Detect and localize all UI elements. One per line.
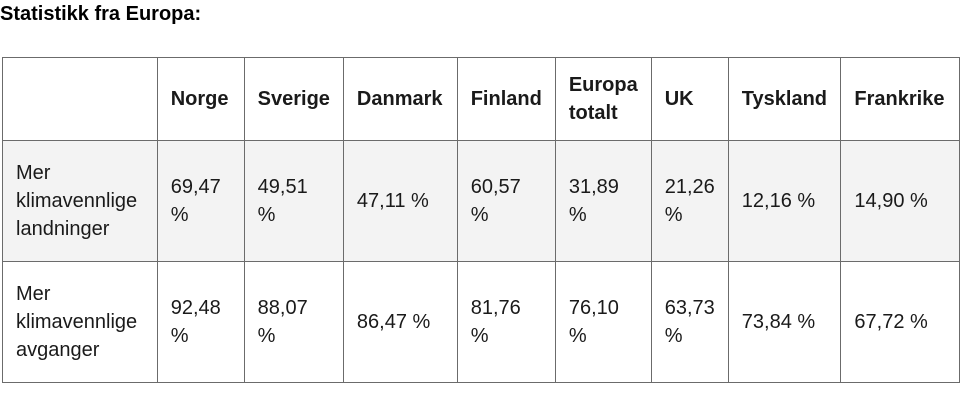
table-cell: 49,51 % [243,140,344,262]
table-cell: 86,47 % [342,261,458,383]
table-cell: 69,47 % [156,140,245,262]
col-header-empty [2,57,158,141]
col-header-sverige: Sverige [243,57,344,141]
table-cell: 76,10 % [554,261,652,383]
table-cell: 73,84 % [727,261,842,383]
page-title: Statistikk fra Europa: [0,3,202,25]
table-header-row: Norge Sverige Danmark Finland Europa tot… [2,57,960,141]
table-cell: 81,76 % [456,261,556,383]
statistics-table: Norge Sverige Danmark Finland Europa tot… [2,57,960,383]
table-row-avganger: Mer klimavennlige avganger 92,48 % 88,07… [2,261,960,383]
table-cell: 88,07 % [243,261,344,383]
col-header-finland: Finland [456,57,556,141]
col-header-uk: UK [650,57,729,141]
col-header-frankrike: Frankrike [840,57,960,141]
row-label: Mer klimavennlige avganger [2,261,158,383]
col-header-europa-totalt: Europa totalt [554,57,652,141]
row-label: Mer klimavennlige landninger [2,140,158,262]
col-header-danmark: Danmark [342,57,458,141]
table-cell: 47,11 % [342,140,458,262]
col-header-tyskland: Tyskland [727,57,842,141]
table-cell: 92,48 % [156,261,245,383]
table-cell: 21,26 % [650,140,729,262]
table-cell: 63,73 % [650,261,729,383]
col-header-norge: Norge [156,57,245,141]
table-cell: 60,57 % [456,140,556,262]
table-row-landninger: Mer klimavennlige landninger 69,47 % 49,… [2,140,960,262]
table-cell: 14,90 % [840,140,960,262]
table-cell: 31,89 % [554,140,652,262]
table-cell: 67,72 % [840,261,960,383]
table-cell: 12,16 % [727,140,842,262]
